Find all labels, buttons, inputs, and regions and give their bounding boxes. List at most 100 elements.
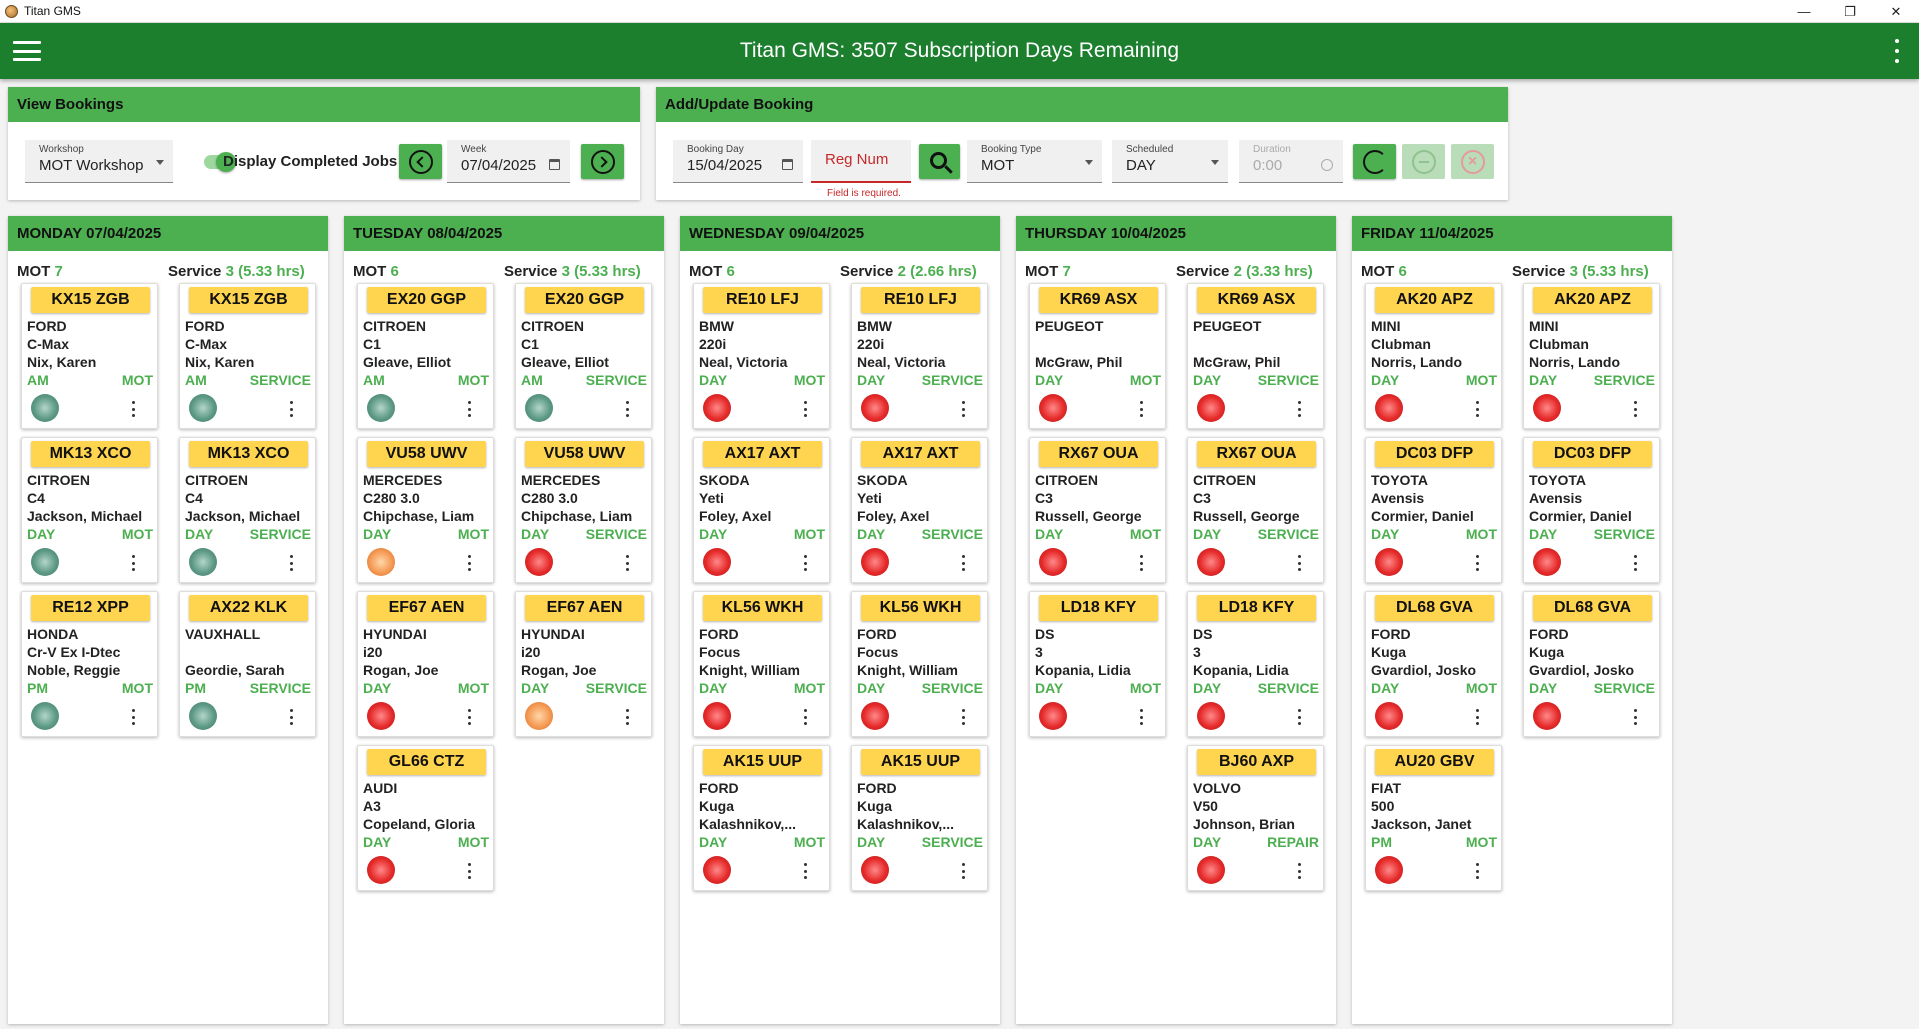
card-options-icon[interactable]: [1140, 401, 1144, 417]
card-options-icon[interactable]: [468, 863, 472, 879]
card-options-icon[interactable]: [132, 401, 136, 417]
job-status-icon[interactable]: [861, 702, 889, 730]
restore-icon[interactable]: ❐: [1844, 3, 1856, 19]
card-options-icon[interactable]: [1140, 709, 1144, 725]
job-status-icon[interactable]: [525, 548, 553, 576]
booking-card[interactable]: DC03 DFP TOYOTA Avensis Cormier, Daniel DAY M…: [1365, 437, 1502, 583]
job-status-icon[interactable]: [861, 856, 889, 884]
job-status-icon[interactable]: [1197, 856, 1225, 884]
job-status-icon[interactable]: [367, 856, 395, 884]
card-options-icon[interactable]: [962, 709, 966, 725]
booking-card[interactable]: RE10 LFJ BMW 220i Neal, Victoria DAY SERVICE: [851, 283, 988, 429]
calendar-icon[interactable]: [549, 159, 560, 170]
next-week-button[interactable]: [581, 144, 624, 179]
booking-card[interactable]: LD18 KFY DS 3 Kopania, Lidia DAY MOT: [1029, 591, 1166, 737]
job-status-icon[interactable]: [1533, 394, 1561, 422]
job-status-icon[interactable]: [367, 394, 395, 422]
booking-card[interactable]: BJ60 AXP VOLVO V50 Johnson, Brian DAY REPAIR: [1187, 745, 1324, 891]
minimize-icon[interactable]: —: [1797, 4, 1811, 19]
booking-card[interactable]: RE12 XPP HONDA Cr-V Ex I-Dtec Noble, Reggie…: [21, 591, 158, 737]
job-status-icon[interactable]: [31, 702, 59, 730]
card-options-icon[interactable]: [468, 555, 472, 571]
booking-card[interactable]: AK15 UUP FORD Kuga Kalashnikov,... DAY MOT: [693, 745, 830, 891]
more-options-icon[interactable]: [1893, 39, 1901, 63]
workshop-select[interactable]: Workshop MOT Workshop: [25, 140, 173, 183]
card-options-icon[interactable]: [804, 709, 808, 725]
booking-card[interactable]: MK13 XCO CITROEN C4 Jackson, Michael DAY MOT: [21, 437, 158, 583]
job-status-icon[interactable]: [1197, 548, 1225, 576]
card-options-icon[interactable]: [1476, 555, 1480, 571]
booking-type-select[interactable]: Booking Type MOT: [967, 140, 1102, 183]
card-options-icon[interactable]: [1634, 401, 1638, 417]
job-status-icon[interactable]: [1375, 702, 1403, 730]
card-options-icon[interactable]: [962, 555, 966, 571]
booking-card[interactable]: AK20 APZ MINI Clubman Norris, Lando DAY MOT: [1365, 283, 1502, 429]
card-options-icon[interactable]: [804, 401, 808, 417]
job-status-icon[interactable]: [703, 394, 731, 422]
booking-card[interactable]: GL66 CTZ AUDI A3 Copeland, Gloria DAY MOT: [357, 745, 494, 891]
job-status-icon[interactable]: [861, 548, 889, 576]
card-options-icon[interactable]: [962, 863, 966, 879]
booking-card[interactable]: AK15 UUP FORD Kuga Kalashnikov,... DAY SERVIC…: [851, 745, 988, 891]
job-status-icon[interactable]: [1375, 548, 1403, 576]
calendar-icon[interactable]: [782, 159, 793, 170]
card-options-icon[interactable]: [290, 401, 294, 417]
job-status-icon[interactable]: [1533, 702, 1561, 730]
close-icon[interactable]: ✕: [1890, 3, 1902, 19]
booking-card[interactable]: AX17 AXT SKODA Yeti Foley, Axel DAY SERVICE: [851, 437, 988, 583]
search-button[interactable]: [919, 144, 960, 179]
card-options-icon[interactable]: [804, 863, 808, 879]
booking-card[interactable]: DL68 GVA FORD Kuga Gvardiol, Josko DAY SERVIC…: [1523, 591, 1660, 737]
card-options-icon[interactable]: [1476, 863, 1480, 879]
menu-icon[interactable]: [13, 41, 41, 61]
card-options-icon[interactable]: [626, 709, 630, 725]
card-options-icon[interactable]: [132, 709, 136, 725]
job-status-icon[interactable]: [189, 394, 217, 422]
card-options-icon[interactable]: [962, 401, 966, 417]
job-status-icon[interactable]: [1039, 702, 1067, 730]
card-options-icon[interactable]: [1634, 555, 1638, 571]
card-options-icon[interactable]: [290, 709, 294, 725]
reg-num-input[interactable]: Reg Num: [811, 140, 911, 183]
week-date-field[interactable]: Week 07/04/2025: [447, 140, 570, 183]
job-status-icon[interactable]: [1197, 394, 1225, 422]
job-status-icon[interactable]: [1375, 394, 1403, 422]
card-options-icon[interactable]: [804, 555, 808, 571]
job-status-icon[interactable]: [1039, 394, 1067, 422]
job-status-icon[interactable]: [703, 548, 731, 576]
job-status-icon[interactable]: [703, 702, 731, 730]
card-options-icon[interactable]: [1476, 401, 1480, 417]
job-status-icon[interactable]: [367, 702, 395, 730]
card-options-icon[interactable]: [1634, 709, 1638, 725]
job-status-icon[interactable]: [367, 548, 395, 576]
job-status-icon[interactable]: [703, 856, 731, 884]
booking-card[interactable]: AK20 APZ MINI Clubman Norris, Lando DAY SERVI…: [1523, 283, 1660, 429]
job-status-icon[interactable]: [1533, 548, 1561, 576]
card-options-icon[interactable]: [1298, 555, 1302, 571]
booking-card[interactable]: MK13 XCO CITROEN C4 Jackson, Michael DAY SERV…: [179, 437, 316, 583]
previous-week-button[interactable]: [399, 144, 442, 179]
display-completed-toggle[interactable]: [204, 152, 236, 172]
job-status-icon[interactable]: [189, 702, 217, 730]
job-status-icon[interactable]: [31, 394, 59, 422]
card-options-icon[interactable]: [468, 401, 472, 417]
card-options-icon[interactable]: [1140, 555, 1144, 571]
booking-card[interactable]: RX67 OUA CITROEN C3 Russell, George DAY MOT: [1029, 437, 1166, 583]
booking-card[interactable]: KL56 WKH FORD Focus Knight, William DAY MOT: [693, 591, 830, 737]
card-options-icon[interactable]: [290, 555, 294, 571]
booking-card[interactable]: LD18 KFY DS 3 Kopania, Lidia DAY SERVICE: [1187, 591, 1324, 737]
card-options-icon[interactable]: [626, 555, 630, 571]
job-status-icon[interactable]: [31, 548, 59, 576]
booking-card[interactable]: KX15 ZGB FORD C-Max Nix, Karen AM SERVICE: [179, 283, 316, 429]
booking-card[interactable]: AX22 KLK VAUXHALL Geordie, Sarah PM SERVICE: [179, 591, 316, 737]
scheduled-select[interactable]: Scheduled DAY: [1112, 140, 1228, 183]
booking-card[interactable]: AU20 GBV FIAT 500 Jackson, Janet PM MOT: [1365, 745, 1502, 891]
booking-card[interactable]: RX67 OUA CITROEN C3 Russell, George DAY SERVI…: [1187, 437, 1324, 583]
booking-card[interactable]: EX20 GGP CITROEN C1 Gleave, Elliot AM MOT: [357, 283, 494, 429]
job-status-icon[interactable]: [525, 394, 553, 422]
card-options-icon[interactable]: [1298, 401, 1302, 417]
reset-button[interactable]: [1353, 144, 1396, 179]
booking-card[interactable]: DC03 DFP TOYOTA Avensis Cormier, Daniel DAY S…: [1523, 437, 1660, 583]
job-status-icon[interactable]: [1375, 856, 1403, 884]
card-options-icon[interactable]: [468, 709, 472, 725]
